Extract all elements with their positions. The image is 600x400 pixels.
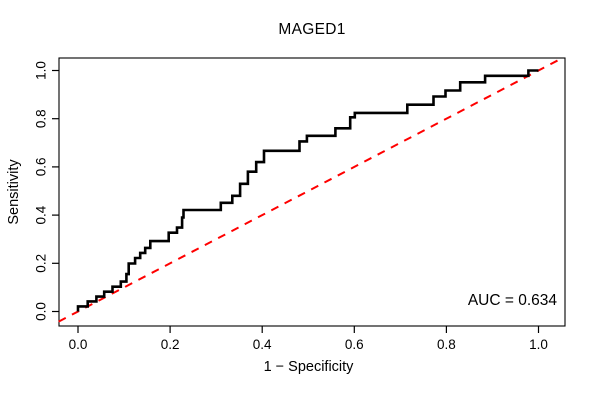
y-axis-tick-label: 0.8: [34, 109, 49, 128]
y-axis-tick-label: 0.6: [34, 158, 49, 177]
y-axis-tick-label: 0.4: [34, 205, 49, 224]
y-axis-tick-label: 0.2: [34, 254, 49, 273]
chart-title: MAGED1: [278, 21, 346, 38]
x-axis-tick-label: 0.8: [437, 337, 456, 352]
chance-diagonal-line: [58, 59, 559, 323]
auc-annotation: AUC = 0.634: [467, 292, 557, 309]
x-axis-tick-label: 0.0: [69, 337, 88, 352]
x-axis-tick-label: 0.4: [253, 337, 272, 352]
x-axis-tick-label: 0.2: [161, 337, 180, 352]
x-axis-tick-label: 1.0: [529, 337, 548, 352]
plot-box: [58, 57, 566, 327]
x-axis-tick-label: 0.6: [345, 337, 364, 352]
x-axis-label: 1 − Specificity: [263, 359, 354, 375]
roc-curve: [76, 69, 539, 312]
y-axis-label: Sensitivity: [6, 159, 22, 225]
y-axis-tick-label: 0.0: [34, 302, 49, 321]
y-axis-tick-label: 1.0: [34, 61, 49, 80]
